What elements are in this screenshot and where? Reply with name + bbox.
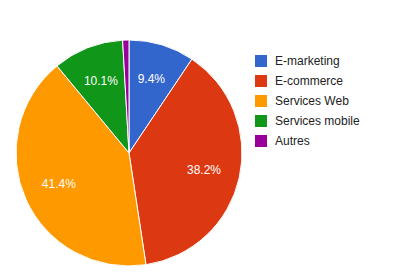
svg-text:9.4%: 9.4% [138, 72, 166, 86]
svg-text:38.2%: 38.2% [187, 163, 221, 177]
html-text:E-marketing: E-marketing [275, 53, 340, 68]
html-text:Autres: Autres [275, 133, 310, 148]
svg-text:41.4%: 41.4% [42, 177, 76, 191]
html-text:Services Web: Services Web [275, 93, 349, 108]
html-text:Services mobile: Services mobile [275, 113, 360, 128]
svg-text:10.1%: 10.1% [84, 74, 118, 88]
html-text:E-commerce: E-commerce [275, 73, 343, 88]
